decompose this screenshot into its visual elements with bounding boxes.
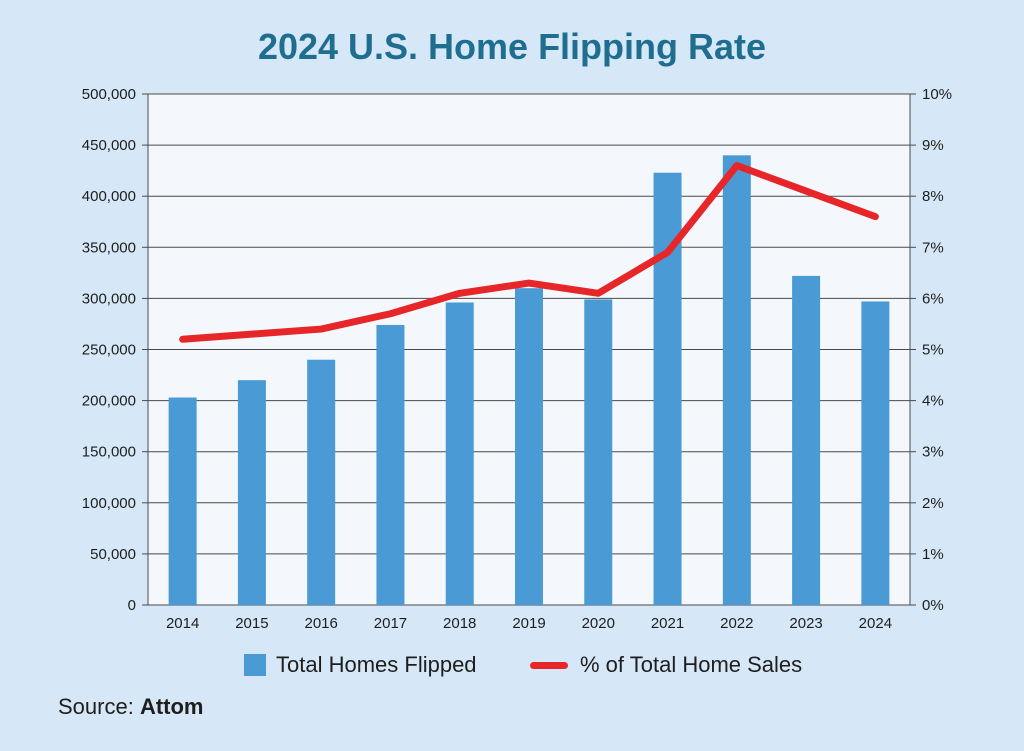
right-axis-tick-label: 1% <box>922 546 944 563</box>
left-axis-tick-label: 300,000 <box>82 290 136 307</box>
line-point-2023 <box>805 190 807 192</box>
left-axis-tick-label: 500,000 <box>82 86 136 103</box>
right-axis-tick-label: 4% <box>922 393 944 410</box>
legend-bars-label: Total Homes Flipped <box>276 652 477 677</box>
right-axis-tick-label: 6% <box>922 290 944 307</box>
left-axis-tick-label: 450,000 <box>82 137 136 154</box>
line-point-2020 <box>597 292 599 294</box>
line-point-2022 <box>736 165 738 167</box>
bar-2019 <box>515 288 543 605</box>
bar-2014 <box>168 397 197 605</box>
left-axis-tick-label: 150,000 <box>82 444 136 461</box>
x-axis-tick-label: 2023 <box>789 615 822 632</box>
left-axis-tick-label: 100,000 <box>82 495 136 512</box>
bar-2022 <box>722 155 751 605</box>
bar-2018 <box>445 302 474 605</box>
source-name: Attom <box>139 694 204 719</box>
line-point-2016 <box>320 328 322 330</box>
source-note: Source: Attom <box>58 694 204 720</box>
percent-line-layer <box>179 162 879 343</box>
x-axis-tick-label: 2020 <box>582 615 615 632</box>
bar-2024 <box>861 301 890 605</box>
bars <box>168 155 890 605</box>
bar-2023 <box>792 275 821 605</box>
right-axis-tick-label: 7% <box>922 239 944 256</box>
legend-line-swatch <box>530 661 568 669</box>
x-axis-tick-label: 2021 <box>651 615 684 632</box>
left-axis-tick-label: 350,000 <box>82 239 136 256</box>
right-axis-tick-label: 3% <box>922 444 944 461</box>
x-axis-tick-label: 2019 <box>512 615 545 632</box>
x-axis-tick-label: 2015 <box>235 615 268 632</box>
left-axis-tick-label: 200,000 <box>82 393 136 410</box>
line-point-2014 <box>182 338 184 340</box>
left-axis-tick-label: 400,000 <box>82 188 136 205</box>
right-axis-tick-label: 8% <box>922 188 944 205</box>
right-axis-tick-label: 0% <box>922 597 944 614</box>
x-axis-tick-label: 2017 <box>374 615 407 632</box>
right-axis-tick-label: 9% <box>922 137 944 154</box>
legend: Total Homes Flipped % of Total Home Sale… <box>0 652 1024 682</box>
chart-title: 2024 U.S. Home Flipping Rate <box>257 26 767 67</box>
bar-2020 <box>584 299 613 605</box>
x-axis-tick-label: 2024 <box>859 615 892 632</box>
legend-bar-swatch <box>244 654 266 676</box>
line-point-2015 <box>251 333 253 335</box>
bar-2017 <box>376 324 405 605</box>
bar-2015 <box>237 380 266 605</box>
right-axis-tick-label: 5% <box>922 342 944 359</box>
right-axis-tick-label: 2% <box>922 495 944 512</box>
line-point-2021 <box>667 251 669 253</box>
legend-item-line: % of Total Home Sales <box>530 652 802 678</box>
x-axis-tick-label: 2014 <box>166 615 199 632</box>
left-axis-tick-label: 50,000 <box>90 546 136 563</box>
x-axis-tick-label: 2022 <box>720 615 753 632</box>
line-point-2019 <box>528 282 530 284</box>
right-axis-tick-label: 10% <box>922 86 952 103</box>
left-axis-tick-label: 250,000 <box>82 342 136 359</box>
line-point-2024 <box>874 216 876 218</box>
axes: 0 50,000 100,000 150,000 200,000 250,000 300,0… <box>82 86 952 632</box>
legend-line-label: % of Total Home Sales <box>580 652 803 677</box>
x-axis-tick-label: 2016 <box>304 615 337 632</box>
bar-2016 <box>307 359 336 605</box>
source-prefix: Source: <box>58 694 134 719</box>
line-point-2018 <box>459 292 461 294</box>
left-axis-tick-label: 0 <box>128 597 136 614</box>
line-point-2017 <box>389 313 391 315</box>
x-axis-tick-label: 2018 <box>443 615 476 632</box>
legend-item-bars: Total Homes Flipped <box>244 652 477 678</box>
